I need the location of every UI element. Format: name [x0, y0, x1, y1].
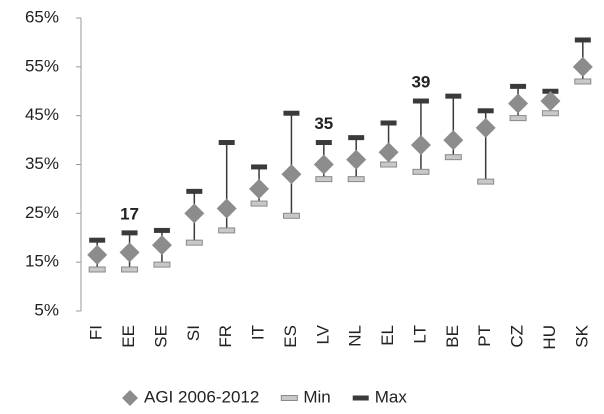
x-tick-label: SE: [151, 325, 170, 348]
agi-marker: [540, 91, 561, 112]
max-marker: [380, 120, 397, 126]
max-marker: [186, 188, 203, 194]
agi-marker: [249, 178, 270, 199]
min-marker: [218, 227, 236, 234]
x-tick-label: SI: [184, 325, 203, 341]
max-marker: [477, 108, 494, 114]
agi-marker: [572, 56, 593, 77]
max-marker: [121, 230, 138, 236]
legend-marker: [280, 395, 298, 401]
x-tick-label: FR: [216, 325, 235, 348]
y-tick-label: 55%: [25, 56, 59, 75]
min-marker: [444, 154, 462, 161]
y-tick-label: 65%: [25, 7, 59, 26]
max-marker: [153, 227, 170, 233]
min-marker: [315, 176, 333, 183]
x-tick-label: BE: [443, 325, 462, 348]
min-marker: [347, 176, 365, 183]
x-tick-label: HU: [540, 325, 559, 350]
max-marker: [251, 164, 268, 170]
agi-marker: [475, 117, 496, 138]
agi-marker: [508, 93, 529, 114]
data-label: 17: [120, 204, 139, 223]
max-marker: [315, 140, 332, 146]
y-tick-label: 5%: [34, 300, 59, 319]
x-tick-label: FI: [87, 325, 106, 340]
y-tick-label: 35%: [25, 154, 59, 173]
min-marker: [541, 110, 559, 117]
agi-marker: [410, 134, 431, 155]
min-marker: [250, 200, 268, 207]
agi-marker: [151, 235, 172, 256]
agi-marker: [119, 242, 140, 263]
max-marker: [510, 83, 527, 89]
min-marker: [153, 261, 171, 268]
data-label: 39: [411, 73, 430, 92]
max-marker: [89, 237, 106, 243]
agi-marker: [216, 198, 237, 219]
legend-label: AGI 2006-2012: [144, 387, 259, 406]
x-tick-label: EE: [119, 325, 138, 348]
min-marker: [412, 168, 430, 175]
agi-marker: [378, 142, 399, 163]
max-marker: [348, 135, 365, 141]
legend-marker: [122, 390, 138, 406]
x-tick-label: NL: [346, 325, 365, 347]
max-marker: [574, 37, 591, 43]
agi-marker: [346, 149, 367, 170]
agi-marker: [313, 154, 334, 175]
min-marker: [121, 266, 139, 273]
agi-marker: [443, 130, 464, 151]
agi-marker: [281, 164, 302, 185]
legend-marker: [352, 395, 369, 401]
x-tick-label: ES: [281, 325, 300, 348]
x-tick-label: CZ: [508, 325, 527, 348]
min-marker: [574, 78, 592, 85]
x-tick-label: SK: [572, 324, 591, 347]
min-marker: [88, 266, 106, 273]
data-label: 35: [314, 114, 333, 133]
x-tick-label: LT: [410, 325, 429, 344]
agi-marker: [87, 244, 108, 265]
y-tick-label: 15%: [25, 252, 59, 271]
legend-label: Max: [375, 387, 408, 406]
max-marker: [218, 140, 235, 146]
y-tick-label: 25%: [25, 203, 59, 222]
x-tick-label: IT: [249, 325, 268, 340]
legend-label: Min: [303, 387, 330, 406]
max-marker: [445, 93, 462, 99]
max-marker: [412, 98, 429, 104]
x-tick-label: LV: [313, 324, 332, 344]
max-marker: [283, 110, 300, 116]
x-tick-label: EL: [378, 325, 397, 346]
min-marker: [509, 115, 527, 122]
agi-marker: [184, 203, 205, 224]
x-tick-label: PT: [475, 325, 494, 347]
min-marker: [380, 161, 398, 168]
min-marker: [282, 212, 300, 219]
min-marker: [185, 239, 203, 246]
min-marker: [477, 178, 495, 185]
y-tick-label: 45%: [25, 105, 59, 124]
